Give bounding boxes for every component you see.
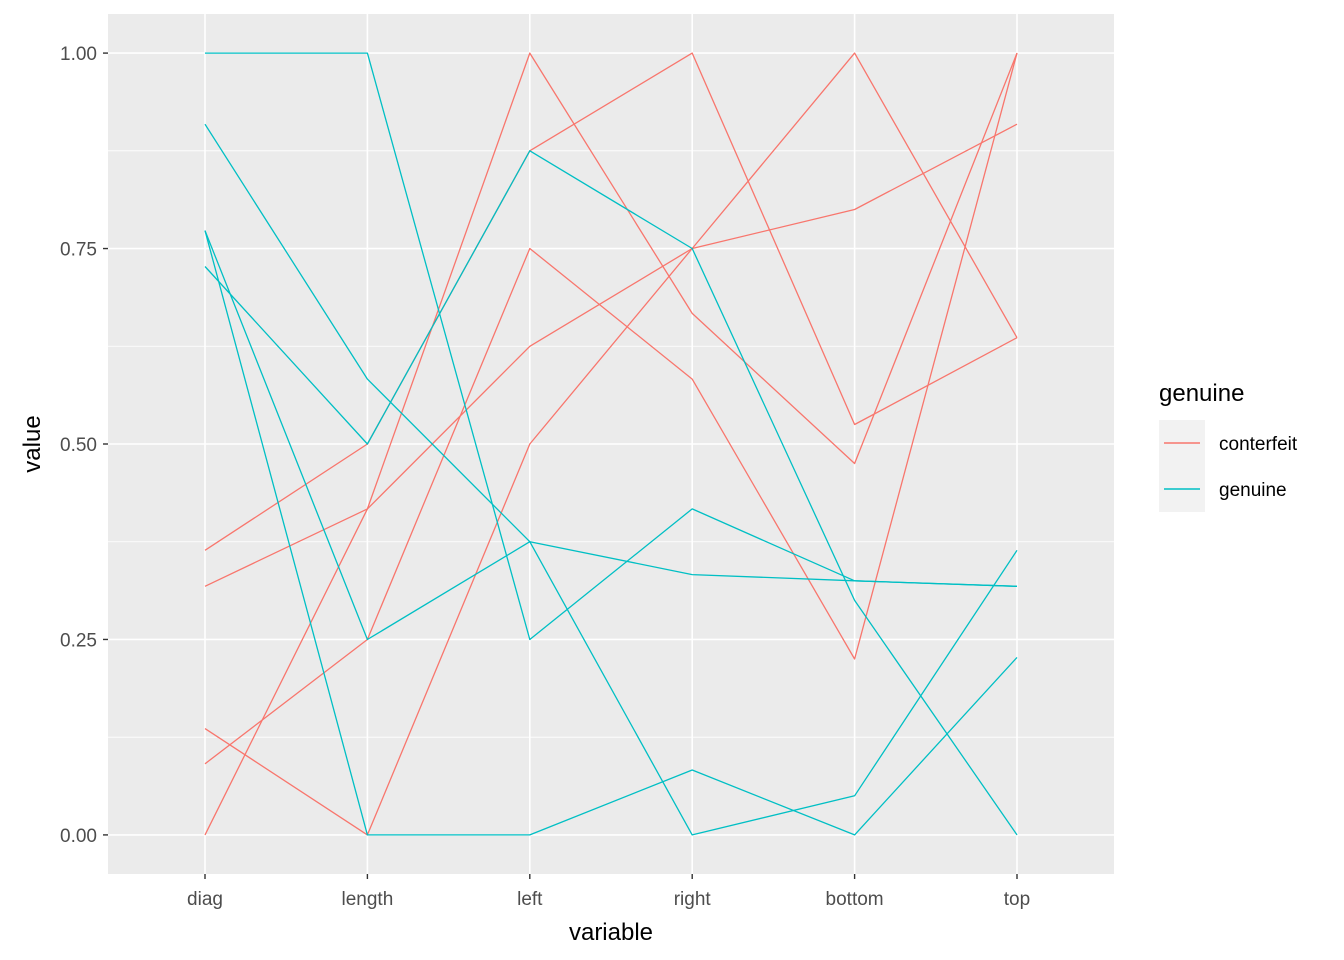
y-tick-label: 0.00 [60,826,97,847]
y-tick-label: 0.25 [60,630,97,651]
series-line-conterfeit-1 [204,52,1018,587]
series-line-genuine-9 [204,150,1018,836]
series-line-conterfeit-2 [204,123,1018,836]
series-line-genuine-8 [204,230,1018,641]
series-line-conterfeit-0 [204,52,1018,551]
x-tick-label-top: top [1004,889,1030,910]
x-axis: diag length left right bottom top [187,874,1030,910]
series-line-genuine-6 [204,123,1018,836]
y-tick-label: 0.50 [60,435,97,456]
legend-keys: conterfeit genuine [1159,420,1298,512]
x-tick-label-left: left [517,889,543,910]
legend: genuine conterfeit genuine [1159,380,1298,512]
data-lines [204,52,1018,836]
y-tick-label: 0.75 [60,240,97,261]
series-line-conterfeit-3 [204,52,1018,765]
y-axis: 0.00 0.25 0.50 0.75 1.00 [60,44,108,847]
x-tick-label-diag: diag [187,889,223,910]
series-line-genuine-7 [204,230,1018,836]
x-tick-label-length: length [342,889,394,910]
legend-title: genuine [1159,380,1244,407]
y-tick-label: 1.00 [60,44,97,65]
x-tick-label-right: right [674,889,712,910]
series-line-conterfeit-4 [204,52,1018,836]
y-axis-title: value [19,415,46,472]
legend-label-genuine: genuine [1219,480,1287,501]
legend-label-conterfeit: conterfeit [1219,434,1298,455]
x-tick-label-bottom: bottom [826,889,884,910]
x-axis-title: variable [569,919,653,946]
